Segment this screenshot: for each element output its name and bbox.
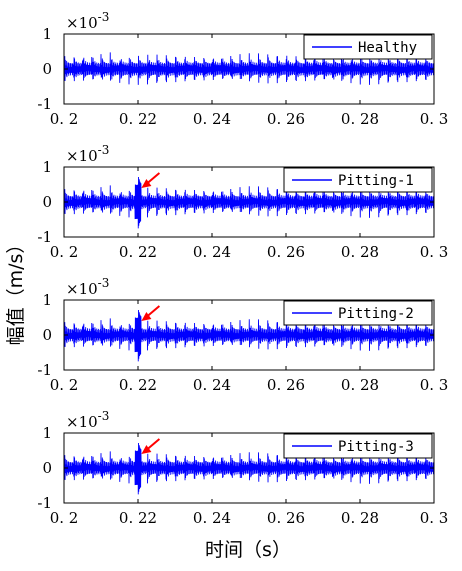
x-tick-label: 0. 28 xyxy=(341,509,379,527)
y-tick-label: 1 xyxy=(42,158,52,176)
x-tick-label: 0. 2 xyxy=(50,509,79,527)
signal-line-1 xyxy=(63,52,435,85)
legend-3: Pitting-2 xyxy=(283,300,433,326)
annotation-arrow-3 xyxy=(141,305,161,321)
x-tick-label: 0. 26 xyxy=(267,376,305,394)
y-tick-label: 0 xyxy=(42,326,52,344)
arrow-head xyxy=(141,312,152,321)
x-tick-label: 0. 26 xyxy=(267,110,305,128)
y-tick-label: 0 xyxy=(42,459,52,477)
x-tick-label: 0. 28 xyxy=(341,376,379,394)
panel-1: 0. 2 0. 22 0. 24 0. 26 0. 28 0. 3 1 0 -1 ×10-3 Hea… xyxy=(37,10,448,128)
y-tick-label: 1 xyxy=(42,424,52,442)
x-tick-label: 0. 24 xyxy=(193,243,231,261)
x-tick-label: 0. 22 xyxy=(119,509,157,527)
y-tick-label: -1 xyxy=(37,494,52,512)
x-axis-label: 时间（s） xyxy=(205,539,291,561)
y-exponent-label: ×10-3 xyxy=(66,276,109,298)
x-tick-label: 0. 2 xyxy=(50,376,79,394)
legend-box xyxy=(283,433,433,459)
x-tick-label: 0. 26 xyxy=(267,509,305,527)
y-exponent-sup: -3 xyxy=(98,10,110,24)
x-tick-label: 0. 2 xyxy=(50,243,79,261)
x-tick-label: 0. 22 xyxy=(119,376,157,394)
y-tick-label: -1 xyxy=(37,95,52,113)
y-tick-label: 0 xyxy=(42,193,52,211)
x-tick-label: 0. 2 xyxy=(50,110,79,128)
y-tick-label: 1 xyxy=(42,25,52,43)
x-tick-label: 0. 3 xyxy=(420,509,449,527)
legend-label: Pitting-3 xyxy=(338,439,414,455)
annotation-arrow-4 xyxy=(141,438,161,454)
y-tick-label: 1 xyxy=(42,291,52,309)
x-tick-label: 0. 24 xyxy=(193,376,231,394)
legend-label: Pitting-1 xyxy=(338,173,414,189)
panel-3: 0. 2 0. 22 0. 24 0. 26 0. 28 0. 3 1 0 -1 ×10-3 Pit… xyxy=(37,276,448,394)
x-tick-label: 0. 28 xyxy=(341,243,379,261)
panel-4: 0. 2 0. 22 0. 24 0. 26 0. 28 0. 3 1 0 -1 ×10-3 Pit… xyxy=(37,409,448,527)
x-tick-label: 0. 3 xyxy=(420,110,449,128)
legend-label: Healthy xyxy=(358,40,417,56)
x-tick-label: 0. 28 xyxy=(341,110,379,128)
x-tick-label: 0. 3 xyxy=(420,243,449,261)
y-exponent-label: ×10-3 xyxy=(66,10,109,32)
x-tick-label: 0. 22 xyxy=(119,110,157,128)
y-tick-label: 0 xyxy=(42,60,52,78)
x-tick-label: 0. 24 xyxy=(193,509,231,527)
y-exponent-label: ×10-3 xyxy=(66,409,109,431)
x-tick-label: 0. 26 xyxy=(267,243,305,261)
legend-1: Healthy xyxy=(303,34,433,60)
y-tick-label: -1 xyxy=(37,228,52,246)
signal-line-2 xyxy=(63,177,435,229)
y-exponent-sup: -3 xyxy=(98,143,110,157)
x-tick-label: 0. 3 xyxy=(420,376,449,394)
x-tick-label: 0. 22 xyxy=(119,243,157,261)
legend-4: Pitting-3 xyxy=(283,433,433,459)
arrow-head xyxy=(141,179,152,188)
signal-line-4 xyxy=(63,443,435,495)
arrow-head xyxy=(141,445,152,454)
y-tick-label: -1 xyxy=(37,361,52,379)
y-exponent-sup: -3 xyxy=(98,409,110,423)
panels: 0. 2 0. 22 0. 24 0. 26 0. 28 0. 3 1 0 -1 ×10-3 Hea… xyxy=(37,10,448,527)
legend-label: Pitting-2 xyxy=(338,306,414,322)
signal-line-3 xyxy=(63,310,435,362)
panel-2: 0. 2 0. 22 0. 24 0. 26 0. 28 0. 3 1 0 -1 ×10-3 Pit… xyxy=(37,143,448,261)
y-axis-label: 幅值（m/s） xyxy=(5,235,27,346)
y-exponent-label: ×10-3 xyxy=(66,143,109,165)
annotation-arrow-2 xyxy=(141,172,161,188)
x-tick-label: 0. 24 xyxy=(193,110,231,128)
y-exponent-sup: -3 xyxy=(98,276,110,290)
legend-2: Pitting-1 xyxy=(283,167,433,193)
